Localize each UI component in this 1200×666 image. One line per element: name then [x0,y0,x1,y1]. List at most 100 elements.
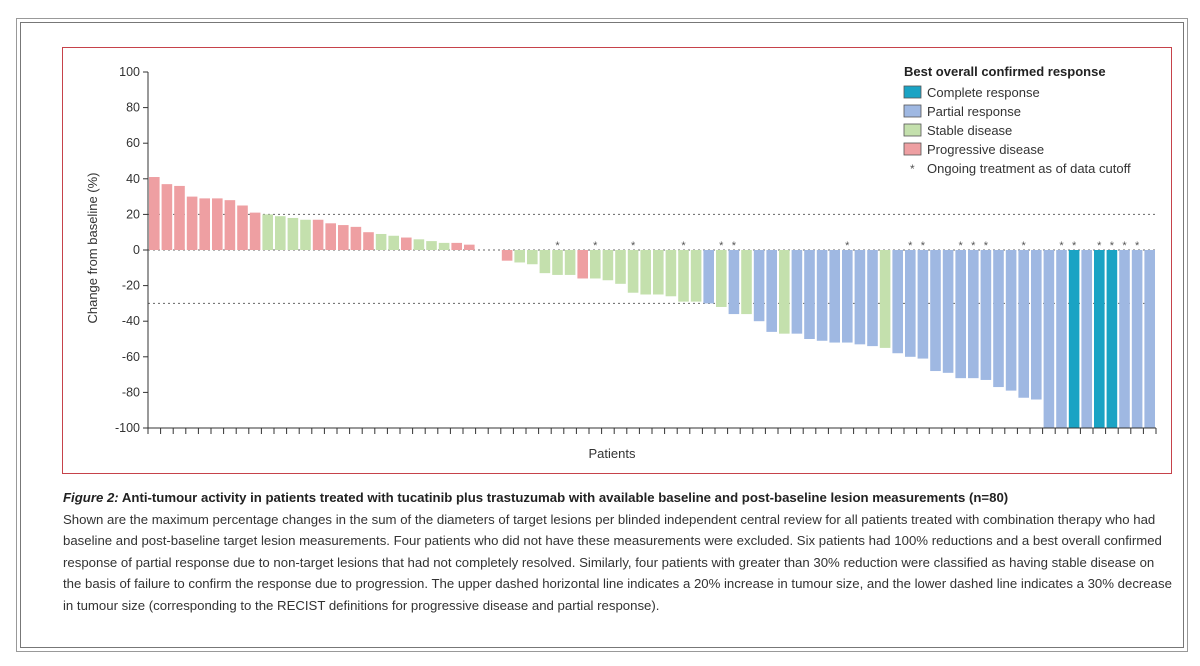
bar [942,250,954,373]
legend-swatch-sd [903,123,922,137]
caption-description: Shown are the maximum percentage changes… [63,511,1172,613]
bar [602,250,614,281]
bar [640,250,651,295]
ongoing-asterisk: * [1072,240,1077,252]
bar [564,250,576,275]
ongoing-asterisk: * [1135,240,1140,252]
y-tick-label: 100 [119,65,140,79]
legend-title: Best overall confirmed response [904,64,1106,79]
bar [1144,250,1155,428]
bar [816,250,828,341]
ongoing-asterisk: * [984,240,989,252]
legend-swatch-cr [903,85,922,99]
y-tick-label: -60 [122,350,140,364]
caption-title: Figure 2: Anti-tumour activity in patien… [63,490,1008,505]
legend-label-sd: Stable disease [927,123,1012,138]
y-tick-label: -20 [122,279,140,293]
chart-panel: Change from baseline (%) Patients Best o… [62,47,1172,474]
bar [1131,250,1143,428]
ongoing-asterisk: * [959,240,964,252]
bar [149,177,160,250]
legend-swatch-pd [903,142,922,156]
ongoing-asterisk: * [1059,240,1064,252]
bar [968,250,979,379]
figure-caption: Figure 2: Anti-tumour activity in patien… [63,487,1173,616]
bar [804,250,815,339]
bar [615,250,626,284]
y-axis-label: Change from baseline (%) [85,172,100,323]
legend-label-cr: Complete response [927,85,1040,100]
bar [716,250,727,307]
ongoing-asterisk: * [1122,240,1127,252]
bar [552,250,563,275]
bar [312,219,324,250]
bar [1106,250,1118,428]
ongoing-asterisk: * [555,240,560,252]
bar [426,241,437,250]
bar [451,242,462,250]
bar [678,250,689,302]
bar [237,205,248,250]
bar [1119,250,1130,428]
y-tick-label: -100 [115,421,140,435]
figure-label: Figure 2: [63,490,119,505]
bar [388,235,399,250]
bar [1081,250,1092,428]
y-tick-label: 60 [126,136,140,150]
bar [161,184,173,250]
y-tick-label: -40 [122,314,140,328]
bar [401,237,412,250]
ongoing-asterisk: * [908,240,913,252]
ongoing-asterisk: * [719,240,724,252]
bar [627,250,639,293]
bar [1043,250,1055,428]
legend-swatch-pr [903,104,922,118]
legend-label-pd: Progressive disease [927,142,1044,157]
ongoing-asterisk: * [1022,240,1027,252]
bar [174,185,185,250]
bar [338,225,349,250]
bar [464,244,475,250]
bar [590,250,601,279]
bar [363,232,374,250]
figure-title: Anti-tumour activity in patients treated… [121,490,1009,505]
bar [1056,250,1067,428]
y-tick-label: 20 [126,207,140,221]
bar [275,216,286,250]
ongoing-asterisk: * [971,240,976,252]
bar [199,198,210,250]
bar [300,219,311,250]
bar [993,250,1004,388]
legend: Best overall confirmed response [904,64,1106,79]
bar [690,250,702,302]
y-tick-label: 80 [126,101,140,115]
bar [867,250,878,347]
bar [249,212,261,250]
waterfall-chart: Change from baseline (%) Patients Best o… [85,64,1157,461]
bar [413,239,425,250]
bar [539,250,551,274]
bar [842,250,853,343]
bar [905,250,916,357]
bar [501,250,513,261]
bar [514,250,525,263]
bar [703,250,714,304]
bar [779,250,790,334]
bar [577,250,588,279]
bar [980,250,992,380]
y-tick-label: 40 [126,172,140,186]
x-axis-label: Patients [589,446,636,461]
bar [653,250,664,295]
bar [1031,250,1042,400]
bar [892,250,903,354]
ongoing-asterisk: * [845,240,850,252]
bar [1068,250,1080,428]
bar [728,250,740,315]
ongoing-asterisk: * [631,240,636,252]
bar [262,214,273,250]
ongoing-asterisk: * [593,240,598,252]
ongoing-asterisk: * [732,240,737,252]
ongoing-asterisk: * [681,240,686,252]
bar [741,250,752,315]
bar [829,250,840,343]
